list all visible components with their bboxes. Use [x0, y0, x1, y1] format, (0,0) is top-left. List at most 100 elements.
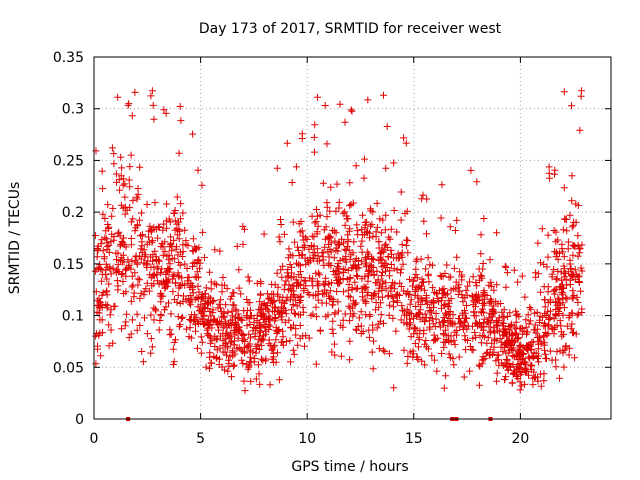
- data-point: [504, 313, 512, 320]
- data-point: [200, 303, 208, 311]
- data-point: [426, 308, 434, 316]
- data-point: [446, 223, 454, 231]
- data-point: [316, 326, 324, 334]
- data-point: [239, 347, 247, 355]
- data-point: [344, 286, 352, 294]
- data-point: [379, 216, 387, 224]
- data-point: [368, 220, 376, 228]
- data-point: [91, 232, 99, 239]
- data-point: [313, 257, 321, 265]
- data-point: [250, 318, 258, 326]
- data-point: [359, 231, 367, 239]
- data-point: [167, 233, 175, 241]
- data-point: [341, 310, 349, 318]
- data-point: [150, 115, 158, 123]
- data-point: [345, 281, 353, 288]
- data-point: [263, 290, 271, 298]
- data-point: [527, 342, 535, 350]
- data-point: [132, 224, 140, 232]
- data-point: [136, 163, 144, 171]
- data-point: [362, 283, 370, 291]
- data-point: [444, 302, 452, 310]
- data-point: [361, 155, 368, 163]
- data-point: [247, 334, 254, 342]
- data-point: [311, 121, 319, 129]
- data-point: [517, 343, 525, 351]
- data-point: [156, 317, 164, 324]
- data-point: [449, 311, 457, 319]
- data-point: [506, 309, 514, 317]
- data-point: [547, 307, 554, 315]
- data-point: [127, 241, 135, 249]
- data-point: [444, 290, 451, 298]
- data-point: [335, 198, 343, 206]
- data-point: [130, 293, 138, 301]
- data-point: [136, 276, 144, 284]
- data-point: [535, 358, 543, 366]
- x-tick-label: 15: [405, 431, 423, 447]
- data-point: [335, 240, 343, 248]
- data-point: [212, 335, 220, 343]
- data-point: [486, 256, 494, 264]
- data-point: [126, 163, 134, 171]
- data-point: [146, 222, 154, 230]
- data-point: [400, 287, 408, 295]
- data-point: [301, 254, 309, 262]
- data-point: [435, 319, 443, 327]
- data-point: [361, 285, 369, 293]
- data-point: [477, 231, 485, 239]
- data-point: [95, 331, 103, 339]
- data-point: [305, 259, 313, 267]
- data-point: [460, 373, 468, 381]
- data-point: [220, 309, 228, 317]
- data-point: [175, 149, 183, 157]
- data-point: [256, 306, 264, 314]
- data-point: [445, 350, 453, 358]
- x-tick-label: 20: [511, 431, 529, 447]
- data-point: [197, 349, 205, 357]
- data-point: [350, 299, 358, 307]
- data-point: [453, 253, 461, 261]
- data-point: [240, 344, 248, 352]
- data-point: [171, 296, 178, 304]
- data-point: [412, 311, 420, 319]
- data-point: [160, 220, 168, 228]
- data-point: [361, 224, 369, 232]
- data-point: [251, 330, 259, 338]
- data-point: [268, 280, 276, 288]
- data-point: [429, 284, 437, 292]
- data-point: [331, 237, 339, 245]
- data-point: [329, 330, 337, 337]
- data-point: [194, 318, 202, 326]
- data-point: [397, 251, 405, 259]
- data-point: [162, 303, 170, 311]
- data-point: [322, 223, 330, 231]
- data-point: [397, 283, 405, 290]
- data-point: [342, 253, 350, 261]
- data-point: [411, 340, 419, 347]
- data-point: [524, 311, 532, 319]
- data-point: [286, 251, 294, 259]
- data-point: [411, 325, 418, 332]
- data-point: [195, 256, 203, 264]
- data-point: [516, 325, 524, 333]
- data-point: [323, 213, 331, 221]
- data-point: [174, 291, 182, 299]
- data-point: [310, 255, 317, 263]
- data-point: [240, 377, 248, 385]
- data-point: [421, 286, 429, 294]
- data-point: [377, 299, 385, 307]
- data-point: [329, 301, 337, 309]
- data-point: [556, 249, 563, 257]
- data-point: [123, 264, 131, 272]
- data-point: [171, 217, 179, 225]
- data-point: [312, 269, 320, 277]
- data-point: [572, 200, 580, 208]
- data-point: [477, 250, 485, 258]
- data-point: [514, 335, 522, 343]
- data-point: [503, 269, 511, 277]
- data-point: [548, 325, 556, 333]
- data-point: [296, 334, 304, 342]
- data-point: [401, 210, 409, 217]
- data-point: [312, 303, 320, 311]
